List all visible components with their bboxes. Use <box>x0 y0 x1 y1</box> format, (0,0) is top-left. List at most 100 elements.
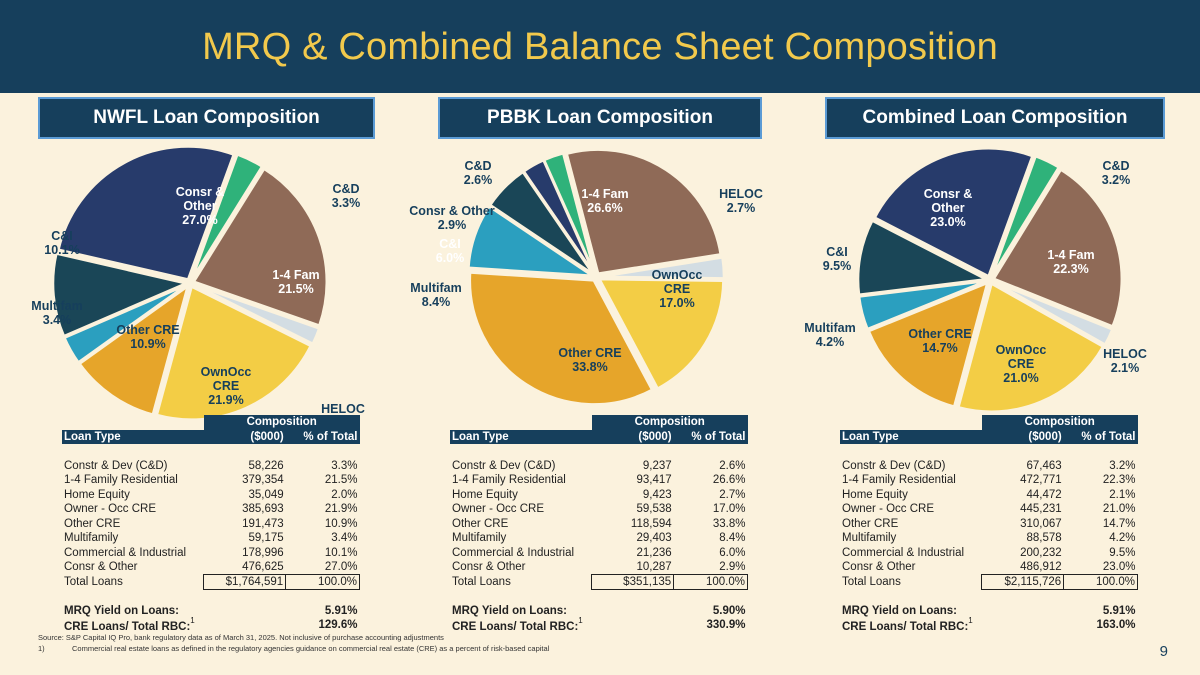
page-title: MRQ & Combined Balance Sheet Composition <box>202 26 998 68</box>
table-row: Owner - Occ CRE 59,538 17.0% <box>450 502 748 517</box>
loan-pct: 3.3% <box>331 459 358 472</box>
table-row: Other CRE 118,594 33.8% <box>450 517 748 532</box>
pie-label-other-cre: Other CRE 10.9% <box>116 323 179 351</box>
cre-rbc-label: CRE Loans/ Total RBC: <box>452 620 579 633</box>
panel-title: Combined Loan Composition <box>825 97 1165 139</box>
loan-amount: 59,538 <box>636 503 672 516</box>
pie-label-consr-other: Consr & Other 2.9% <box>409 204 495 232</box>
table-row: Commercial & Industrial 178,996 10.1% <box>62 546 360 561</box>
loan-pct: 9.5% <box>1109 546 1136 559</box>
loan-type: Other CRE <box>64 517 121 530</box>
table-row: Commercial & Industrial 200,232 9.5% <box>840 546 1138 561</box>
loan-type: Multifamily <box>452 532 507 545</box>
pie-label-1-4-fam: 1-4 Fam 22.3% <box>1047 248 1094 276</box>
composition-header: Composition <box>981 415 1138 430</box>
table-composition-row: Composition <box>450 415 748 430</box>
pie-slice-other-cre <box>77 283 190 417</box>
mrq-yield-value: 5.91% <box>324 604 358 617</box>
pie-label-1-4-fam: 1-4 Fam 21.5% <box>272 268 319 296</box>
composition-header: Composition <box>591 415 748 430</box>
loan-type: Owner - Occ CRE <box>842 503 935 516</box>
pie-slice-consr-other <box>56 145 236 281</box>
loan-amount: 191,473 <box>242 517 284 530</box>
loan-type-header: Loan Type <box>62 429 204 444</box>
loan-amount: 118,594 <box>630 517 672 530</box>
pie-slice-other-cre <box>867 280 990 409</box>
loan-pct: 4.2% <box>1109 532 1136 545</box>
loan-amount: 486,912 <box>1020 561 1062 573</box>
loan-pct: 3.2% <box>1109 459 1136 472</box>
amount-header: ($000) <box>591 429 674 444</box>
loan-amount: 58,226 <box>248 459 284 472</box>
loan-amount: 379,354 <box>242 474 284 487</box>
table-row: Multifamily 29,403 8.4% <box>450 531 748 546</box>
pie-slice-ownocc-cre <box>155 284 313 421</box>
table-row: Owner - Occ CRE 445,231 21.0% <box>840 502 1138 517</box>
table-row: Home Equity 44,472 2.1% <box>840 488 1138 503</box>
mrq-yield-row: MRQ Yield on Loans: 5.91% <box>62 604 360 619</box>
loan-amount: 385,693 <box>242 503 284 516</box>
cre-rbc-label: CRE Loans/ Total RBC: <box>842 620 969 633</box>
loan-type: Constr & Dev (C&D) <box>64 459 168 472</box>
mrq-yield-row: MRQ Yield on Loans: 5.91% <box>840 604 1138 619</box>
pie-label-c-i: C&I 10.1% <box>44 229 79 257</box>
loan-amount: 21,236 <box>636 546 672 559</box>
loan-amount: 44,472 <box>1026 488 1062 501</box>
loan-type: Commercial & Industrial <box>842 546 965 559</box>
pie-slice-heloc <box>599 256 726 280</box>
loan-amount: 10,287 <box>636 561 672 573</box>
cre-rbc-value: 163.0% <box>1096 619 1136 632</box>
table-row: Home Equity 35,049 2.0% <box>62 488 360 503</box>
loan-pct: 2.9% <box>719 561 746 573</box>
loan-type: Consr & Other <box>64 561 138 574</box>
table-row: Multifamily 59,175 3.4% <box>62 531 360 546</box>
pct-header: % of Total <box>1063 429 1138 444</box>
loan-pct: 22.3% <box>1102 474 1136 487</box>
total-label: Total Loans <box>452 575 511 588</box>
pie-label-heloc: HELOC 2.7% <box>719 187 763 215</box>
loan-amount: 310,067 <box>1020 517 1062 530</box>
table-row: Constr & Dev (C&D) 9,237 2.6% <box>450 459 748 474</box>
mrq-yield-label: MRQ Yield on Loans: <box>842 604 958 617</box>
footnote: 1) Commercial real estate loans as define… <box>38 644 549 653</box>
loan-pct: 2.0% <box>331 488 358 501</box>
pie-label-multifam: Multifam 3.4% <box>31 299 82 327</box>
loan-amount: 88,578 <box>1026 532 1062 545</box>
table-row: Constr & Dev (C&D) 67,463 3.2% <box>840 459 1138 474</box>
pie-label-ownocc-cre: OwnOcc CRE 21.0% <box>996 343 1047 385</box>
loan-pct: 2.7% <box>719 488 746 501</box>
table-row: Other CRE 191,473 10.9% <box>62 517 360 532</box>
loan-pct: 2.1% <box>1109 488 1136 501</box>
table-header-row: Loan Type ($000)% of Total <box>450 429 748 444</box>
loan-type: Commercial & Industrial <box>452 546 575 559</box>
pie-label-other-cre: Other CRE 14.7% <box>908 327 971 355</box>
table-row: Owner - Occ CRE 385,693 21.9% <box>62 502 360 517</box>
total-pct: 100.0% <box>1063 574 1138 590</box>
loan-amount: 476,625 <box>242 561 284 573</box>
loan-pct: 33.8% <box>712 517 746 530</box>
table-row: Other CRE 310,067 14.7% <box>840 517 1138 532</box>
panel-combined: Combined Loan Composition C&D 3.2% 1-4 Fam… <box>795 97 1175 633</box>
loan-amount: 93,417 <box>636 474 672 487</box>
loan-pct: 23.0% <box>1102 561 1136 573</box>
loan-amount: 178,996 <box>242 546 284 559</box>
pie-label-multifam: Multifam 8.4% <box>410 281 461 309</box>
loan-type: Multifamily <box>842 532 897 545</box>
pie-slice-1-4-fam <box>991 167 1123 329</box>
loan-amount: 9,423 <box>642 488 672 501</box>
pct-header: % of Total <box>673 429 748 444</box>
table-row: Consr & Other 10,287 2.9% <box>450 560 748 575</box>
pie-slice-ownocc-cre <box>956 281 1105 413</box>
pct-header: % of Total <box>285 429 360 444</box>
loan-pct: 17.0% <box>712 503 746 516</box>
pie-slice-c-i <box>856 218 991 297</box>
cre-rbc-row: CRE Loans/ Total RBC:1 330.9% <box>450 616 748 633</box>
pie-slice-multifam <box>857 279 987 331</box>
pie-slice-1-4-fam <box>565 148 723 276</box>
pie-slice-heloc <box>992 280 1115 347</box>
table-composition-row: Composition <box>62 415 360 430</box>
pbbk-table: Composition Loan Type ($000)% of Total Co… <box>450 415 748 633</box>
footnote-text: Commercial real estate loans as defined … <box>72 644 550 653</box>
mrq-yield-row: MRQ Yield on Loans: 5.90% <box>450 604 748 619</box>
composition-header: Composition <box>203 415 360 430</box>
